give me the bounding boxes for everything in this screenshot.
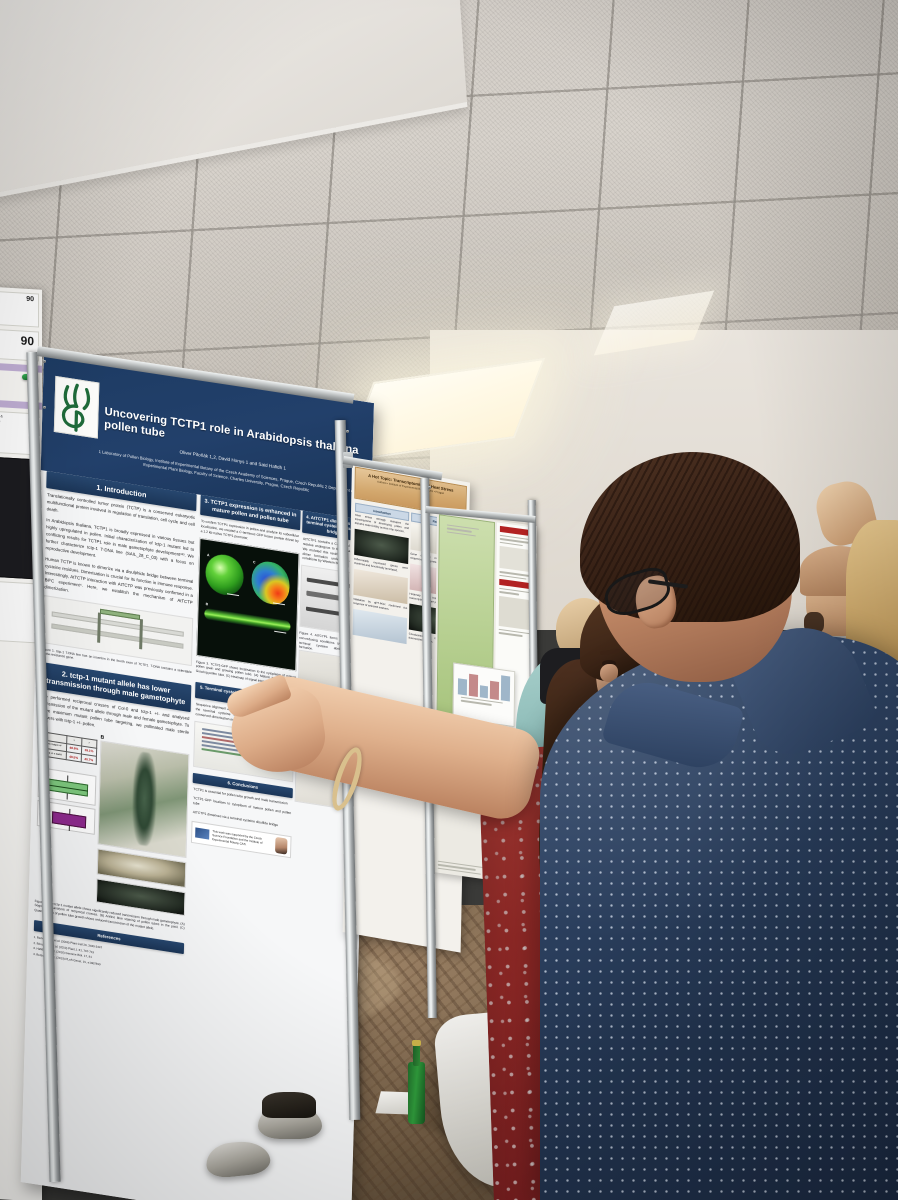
panel-label-C: C <box>252 560 256 565</box>
screw-icon <box>428 486 431 489</box>
institute-plant-logo-icon <box>53 375 100 439</box>
figure-3-fluorescence-micrographs: A C B <box>196 537 300 672</box>
woman-eye <box>602 660 616 667</box>
poster-column-left: 1. Introduction Translationally controll… <box>33 470 197 981</box>
beer-bottle-cap-icon <box>412 1040 421 1046</box>
panel-label-A: A <box>206 552 210 558</box>
cross-val-1-1: 40.7% <box>81 753 97 765</box>
leg-shadow <box>262 1092 316 1118</box>
poster-body: 1. Introduction Translationally controll… <box>21 470 371 1200</box>
screw-icon <box>43 360 46 363</box>
panel-label-B: B <box>205 601 209 607</box>
second-poster-image-3 <box>352 609 408 645</box>
left-poster-card-top: 90 <box>0 290 39 328</box>
man-hair <box>580 452 800 622</box>
beer-bottle-neck <box>413 1044 420 1066</box>
screw-icon <box>43 406 46 409</box>
left-poster-number-large: 90 <box>20 333 34 349</box>
aniline-blue-pollen-tube-image <box>97 739 190 858</box>
cross-val-1-0: 48.5% <box>66 751 82 763</box>
beer-bottle <box>408 1062 425 1124</box>
second-poster-column-left: Introduction Heat stress strongly reshap… <box>352 502 410 648</box>
woman-nose <box>600 664 618 682</box>
main-poster[interactable]: Uncovering TCTP1 role in Arabidopsis tha… <box>20 352 374 1200</box>
acknowledgement-text: This work was supported by the Czech Sci… <box>212 829 263 847</box>
funder-logo-icon <box>195 827 210 840</box>
screw-icon <box>346 430 349 433</box>
poster-header: Uncovering TCTP1 role in Arabidopsis tha… <box>40 352 374 522</box>
author-photo <box>275 836 288 855</box>
left-poster-number-small: 90 <box>26 295 34 304</box>
